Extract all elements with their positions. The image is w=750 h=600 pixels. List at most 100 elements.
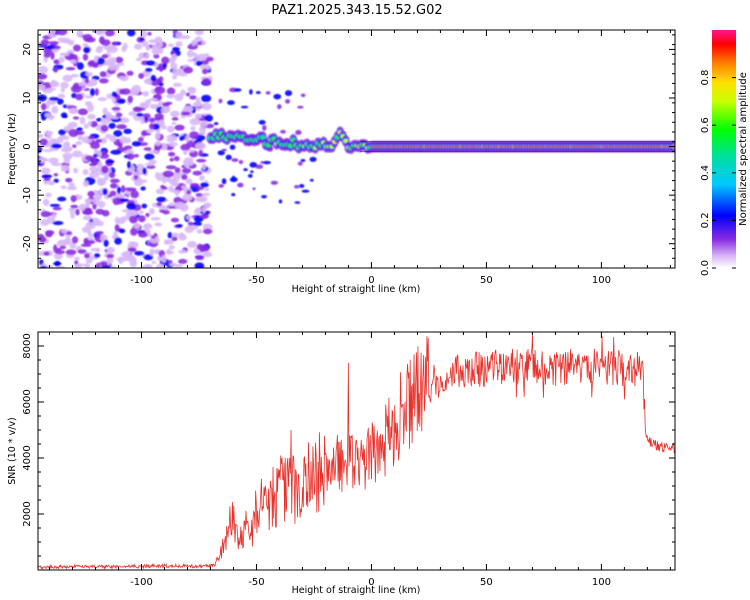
spectrogram-cell: [141, 130, 148, 137]
spectrogram-cell: [39, 138, 48, 146]
spectrogram-cell: [38, 133, 44, 139]
spectrogram-cell: [56, 247, 62, 252]
spectrogram-cell: [167, 232, 173, 239]
spectrogram-cell: [171, 232, 179, 238]
spectrogram-cell: [162, 63, 167, 69]
spectrogram-cell: [60, 164, 66, 172]
spectrogram-cell: [84, 77, 90, 84]
spectrogram-cell: [70, 85, 82, 93]
spectrogram-cell: [111, 91, 118, 98]
spectrogram-cell: [166, 125, 175, 133]
spectrogram-cell: [40, 210, 51, 218]
spectrogram-cell: [122, 42, 128, 50]
spectrogram-cell: [131, 171, 143, 176]
spectrogram-cell: [92, 197, 100, 205]
spectrogram-cell: [280, 129, 286, 134]
spectrogram-cell: [52, 213, 57, 219]
spectrogram-xtick-label: -50: [248, 275, 264, 286]
spectrogram-cell: [84, 198, 94, 203]
spectrogram-cell: [171, 75, 178, 80]
spectrogram-cell: [53, 173, 59, 177]
spectrogram-cell: [136, 113, 144, 117]
snr-ytick-label: 8000: [22, 333, 33, 358]
spectrogram-cell: [114, 224, 120, 232]
spectrogram-cell: [84, 208, 92, 215]
spectrogram-cell: [50, 79, 57, 87]
spectrogram-cell: [182, 105, 194, 113]
spectrogram-cell: [194, 196, 205, 202]
spectrogram-cell: [42, 198, 50, 207]
spectrogram-cell: [53, 252, 63, 260]
spectrogram-cell: [343, 139, 348, 143]
spectrogram-cell: [98, 36, 105, 44]
spectrogram-cell: [59, 245, 66, 250]
spectrogram-cell: [180, 89, 186, 96]
spectrogram-cell: [252, 187, 256, 191]
spectrogram-cell: [38, 156, 46, 164]
spectrogram-cell: [192, 101, 203, 108]
spectrogram-cell: [218, 184, 225, 188]
spectrogram-cell: [88, 233, 94, 238]
spectrogram-cell: [297, 105, 304, 109]
spectrogram-cell: [130, 190, 139, 199]
spectrogram-cell: [134, 43, 143, 50]
spectrogram-cell: [178, 234, 187, 241]
spectrogram-cell: [150, 74, 157, 82]
spectrogram-cell: [70, 73, 79, 78]
spectrogram-cell: [201, 40, 206, 46]
spectrogram-cell: [73, 167, 78, 174]
spectrogram-cell: [95, 231, 104, 235]
colorbar-label: Normalized spectral amplitude: [738, 72, 749, 226]
spectrogram-cell: [181, 168, 192, 174]
spectrogram-cell: [118, 76, 127, 80]
spectrogram-cell: [255, 91, 261, 94]
snr-series-line: [38, 334, 675, 570]
spectrogram-cell: [109, 178, 120, 184]
spectrogram-cell: [196, 229, 203, 234]
spectrogram-cell: [166, 137, 176, 143]
spectrogram-cell: [133, 153, 139, 158]
spectrogram-cell: [72, 116, 80, 120]
colorbar-tick-label: 0.8: [700, 70, 711, 86]
spectrogram-cell: [172, 82, 183, 88]
spectrogram-cell: [78, 81, 87, 87]
spectrogram-cell: [129, 215, 138, 224]
spectrogram-cell: [263, 160, 271, 165]
spectrogram-cell: [38, 65, 49, 74]
spectrogram-cell: [159, 66, 164, 72]
spectrogram-cell: [164, 239, 170, 245]
spectrogram-cell: [87, 190, 95, 198]
spectrogram-cell: [97, 97, 107, 102]
spectrogram-cell: [104, 30, 115, 37]
spectrogram-ytick-label: -20: [22, 236, 33, 252]
spectrogram-cell: [166, 134, 177, 139]
spectrogram-cell: [44, 112, 52, 118]
spectrogram-cell: [149, 123, 155, 130]
spectrogram-cell: [38, 83, 46, 91]
spectrogram-cell: [47, 180, 55, 186]
figure-title: PAZ1.2025.343.15.52.G02: [271, 3, 442, 18]
spectrogram-cell: [145, 212, 150, 218]
spectrogram-cell: [167, 43, 175, 48]
spectrogram-cell: [196, 158, 207, 163]
spectrogram-cell: [171, 117, 179, 121]
spectrogram-cell: [90, 247, 99, 252]
spectrogram-cell: [138, 215, 146, 223]
spectrogram-cell: [200, 182, 209, 188]
spectrogram-cell: [93, 253, 101, 258]
spectrogram-cell: [107, 64, 118, 71]
spectrogram-frame: [37, 29, 676, 269]
spectrogram-cell: [164, 206, 170, 211]
snr-frame: [37, 331, 676, 571]
spectrogram-cell: [95, 208, 105, 215]
spectrogram-cell: [190, 125, 196, 131]
spectrogram-cell: [189, 118, 201, 126]
spectrogram-cell: [202, 228, 213, 235]
spectrogram-cell: [79, 116, 86, 125]
spectrogram-cell: [110, 149, 122, 155]
spectrogram-cell: [87, 104, 95, 112]
spectrogram-cell: [45, 192, 53, 198]
spectrogram-cell: [126, 153, 135, 160]
spectrogram-cell: [195, 255, 205, 261]
spectrogram-cell: [64, 236, 72, 245]
